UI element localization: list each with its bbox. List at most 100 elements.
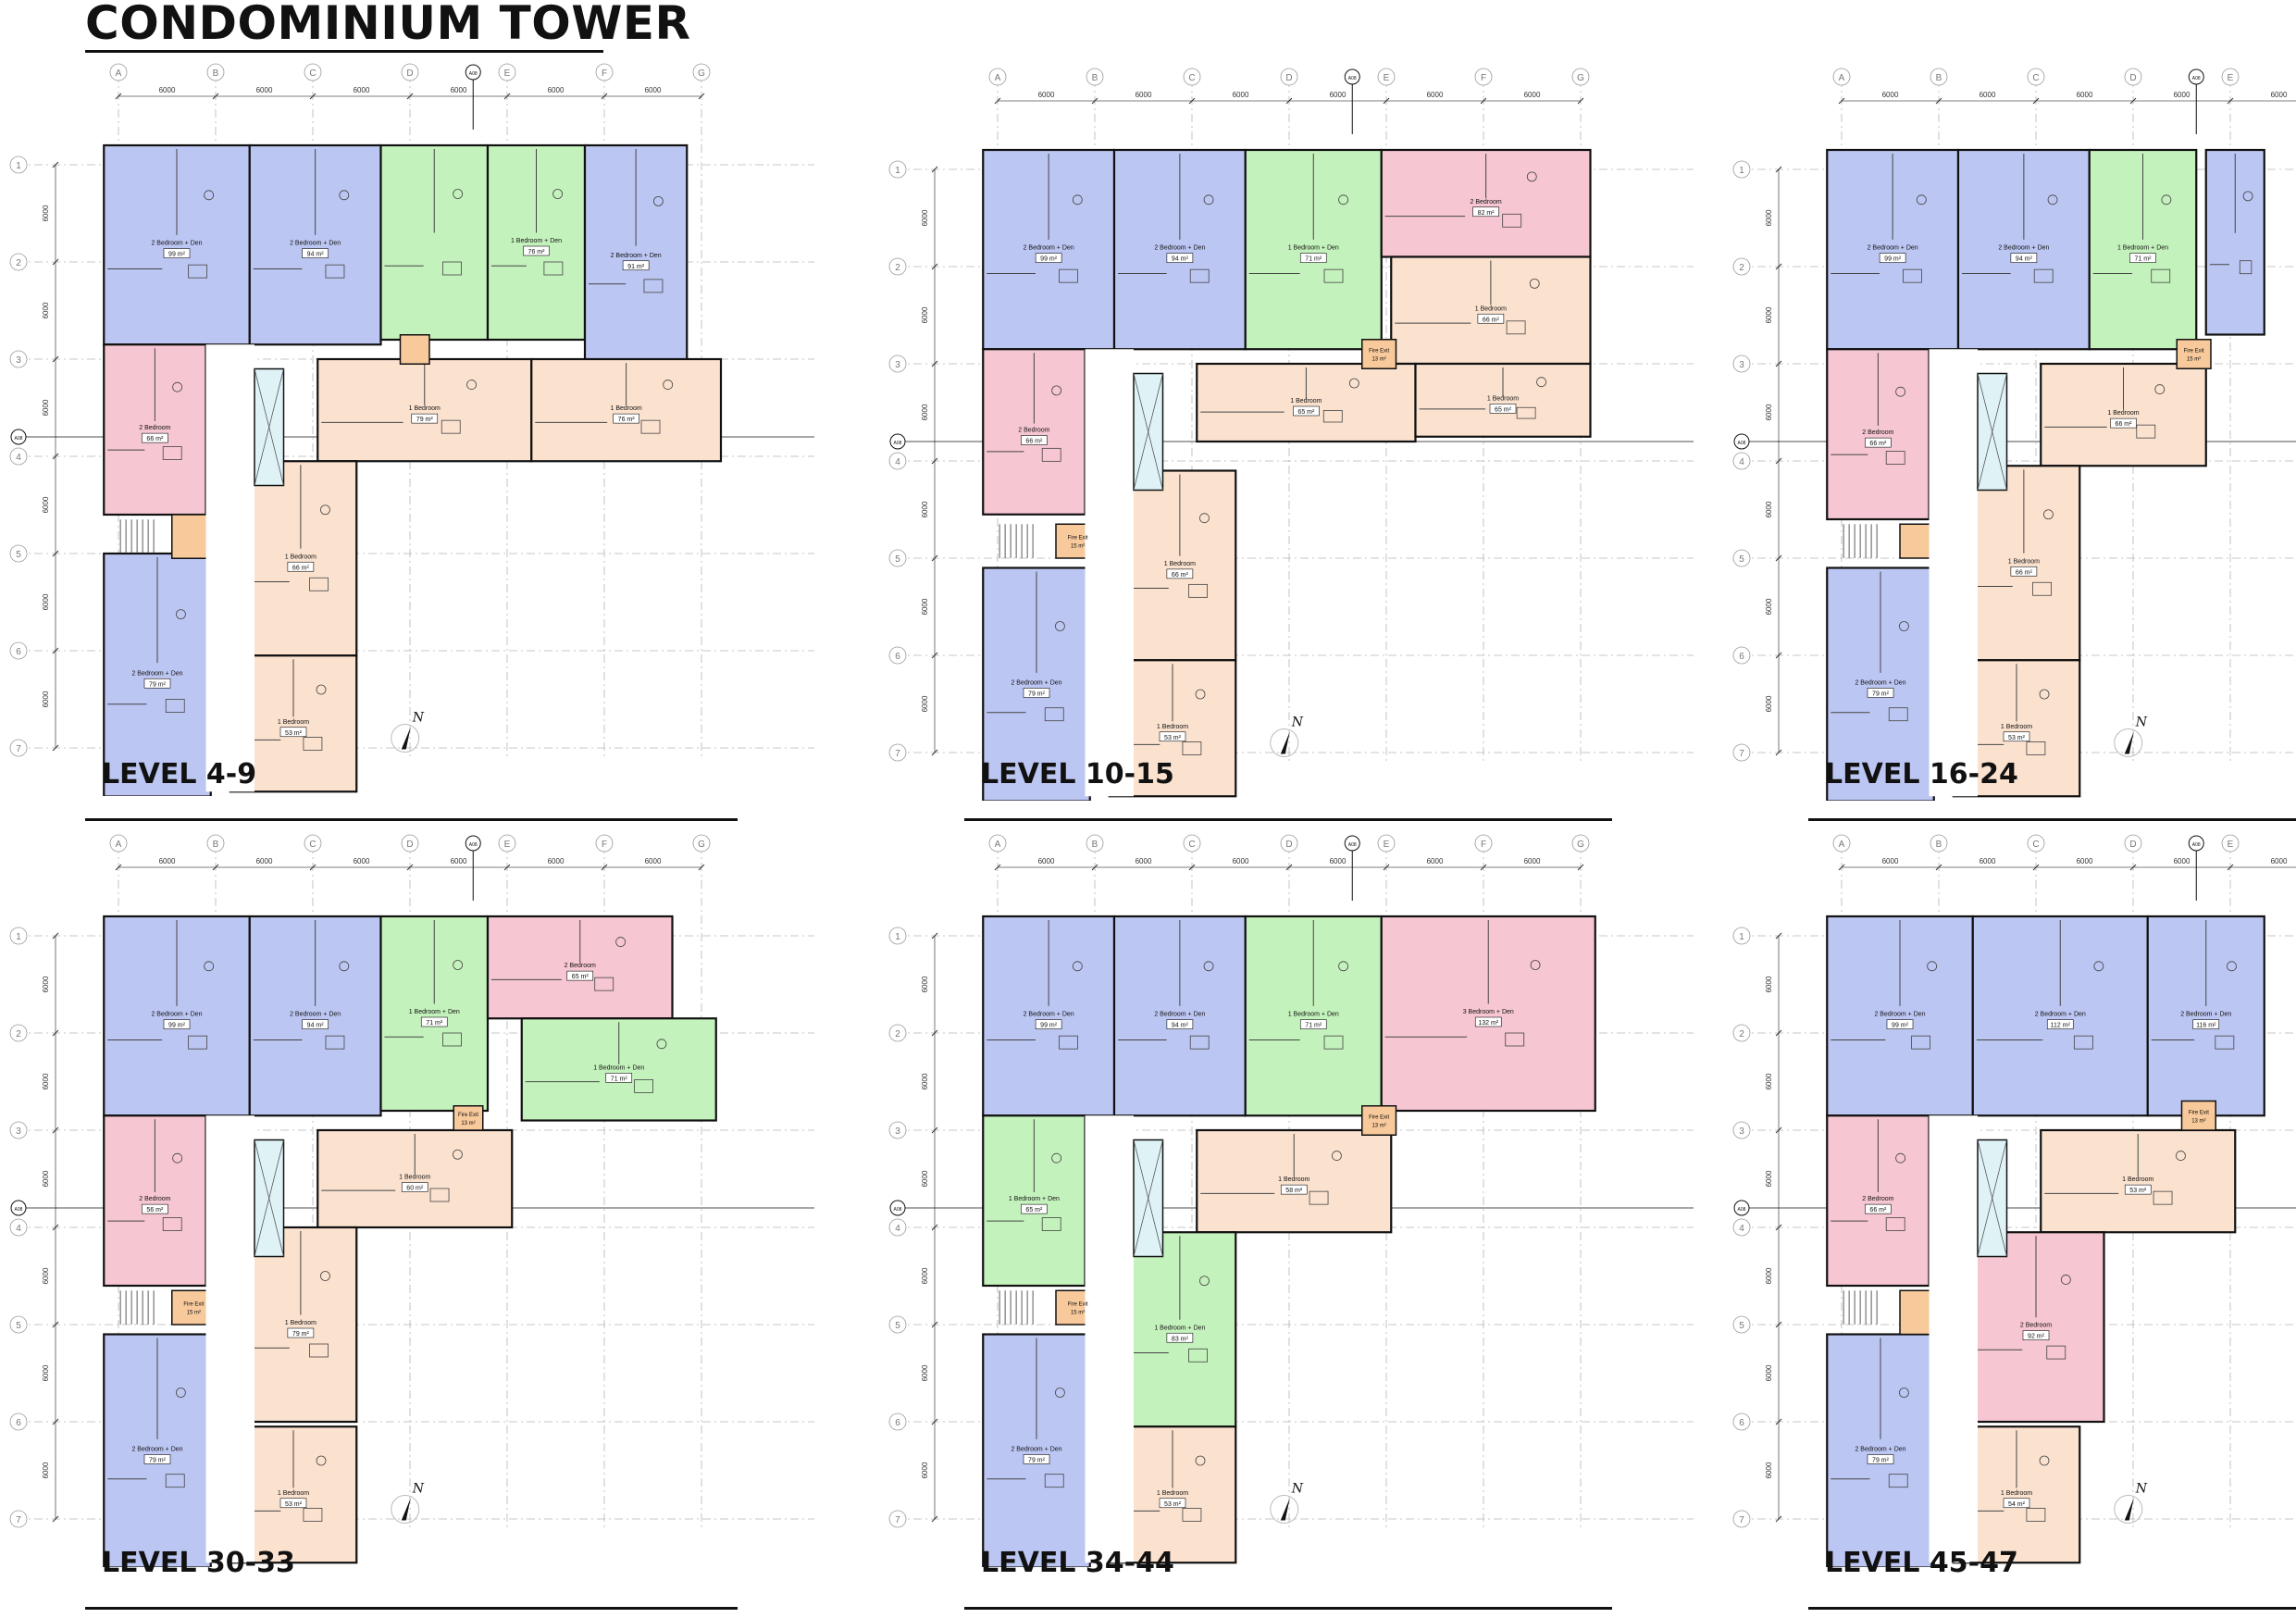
fire-exit-area-value: 13 m² <box>461 1121 475 1126</box>
grid-bubble <box>9 739 28 757</box>
dining-table <box>176 1388 186 1398</box>
dining-table <box>320 504 330 516</box>
corridor <box>205 1115 254 1563</box>
grid-row-label: 6 <box>895 652 900 662</box>
level-underline <box>1808 818 2296 821</box>
unit-area: 99 m² <box>168 252 186 258</box>
unit-area: 53 m² <box>1164 1501 1182 1508</box>
dimension-tick <box>931 1321 938 1328</box>
grid-bubble <box>9 156 28 174</box>
unit-area: 65 m² <box>572 974 590 980</box>
unit-area: 94 m² <box>1172 256 1189 263</box>
elevator-cross <box>1133 373 1163 491</box>
dimension-tick <box>1775 932 1782 940</box>
dining-table <box>1203 961 1214 972</box>
units-layer <box>1826 915 2265 1567</box>
level-label: LEVEL 4-9 <box>102 758 257 790</box>
north-arrow: N <box>2114 1482 2148 1524</box>
unit-area: 76 m² <box>618 417 636 423</box>
dining-table <box>1203 194 1214 205</box>
grid-bubble <box>2027 68 2045 86</box>
grid-column-label: E <box>1384 73 1390 83</box>
dining-table <box>615 937 627 947</box>
dining-table <box>316 1455 327 1466</box>
dining-table <box>1895 386 1906 397</box>
unit-area-box <box>523 245 550 256</box>
grid-row-label: 5 <box>16 550 21 560</box>
dining-table <box>2043 509 2054 520</box>
dining-table <box>1195 689 1206 700</box>
dimension-label: 6000 <box>1765 1170 1773 1187</box>
grid-bubble <box>595 63 614 81</box>
dimension-label: 6000 <box>921 209 929 226</box>
unit-area-box <box>1166 568 1194 579</box>
dimension-label: 6000 <box>1980 857 1996 865</box>
unit-area: 71 m² <box>426 1020 443 1027</box>
unit-area-box <box>1021 435 1048 445</box>
unit-name: 2 Bedroom <box>2020 1323 2052 1329</box>
dimension-label: 6000 <box>159 86 176 94</box>
dimension-label: 6000 <box>1427 91 1444 99</box>
dimension-label: 6000 <box>42 1462 50 1478</box>
unit-area-box <box>143 678 171 689</box>
grid-column-label: C <box>2032 73 2039 83</box>
dimension-tick <box>503 93 511 100</box>
unit-name: 2 Bedroom + Den <box>1855 1447 1905 1453</box>
grid-row-label: 7 <box>1739 1515 1744 1525</box>
unit-name: 1 Bedroom <box>409 405 441 412</box>
units-layer <box>982 915 1596 1567</box>
dimension-label: 6000 <box>2077 857 2093 865</box>
fire-exit-area-value: 13 m² <box>1371 1124 1385 1129</box>
corridor <box>1929 1115 1978 1563</box>
unit-name: 2 Bedroom + Den <box>2180 1012 2231 1018</box>
fire-exit-area <box>453 1105 484 1131</box>
grid-row-label: 6 <box>16 647 21 657</box>
dimension-tick <box>1188 97 1196 105</box>
dimension-tick <box>1775 1321 1782 1328</box>
bathroom-fixture <box>634 1078 653 1093</box>
grid-bubble <box>888 355 907 373</box>
dimension-tick <box>212 864 219 871</box>
building-core <box>119 1115 285 1563</box>
dimension-tick <box>931 652 938 659</box>
unit-name: 1 Bedroom + Den <box>1009 1196 1060 1202</box>
bathroom-fixture <box>303 737 323 751</box>
dimension-tick <box>698 864 705 871</box>
floor-plan-drawing: A6000B6000C6000D6000E6000F6000G160002600… <box>1732 834 2296 1567</box>
fire-exit-name: Fire Exit <box>1369 349 1389 355</box>
unit-area-box <box>2192 1019 2220 1029</box>
dining-table <box>1051 385 1062 396</box>
grid-column-label: B <box>1936 73 1942 83</box>
dimension-tick <box>931 166 938 173</box>
bathroom-fixture <box>643 279 664 293</box>
grid-column-label: E <box>504 840 511 850</box>
bathroom-fixture <box>1041 447 1061 462</box>
grid-row-label: 2 <box>895 1029 900 1039</box>
level-marker-label: A08 <box>1738 441 1746 446</box>
unit-name: 2 Bedroom + Den <box>290 1012 341 1018</box>
grid-bubble <box>401 63 419 81</box>
dimension-tick <box>994 864 1001 871</box>
unit-area: 79 m² <box>1872 1458 1890 1464</box>
bathroom-fixture <box>2153 1190 2173 1205</box>
unit-area-box <box>2046 1019 2074 1029</box>
dining-table <box>1530 960 1541 970</box>
grid-bubble <box>1732 743 1751 762</box>
dimension-tick <box>309 93 316 100</box>
grid-bubble <box>1732 1121 1751 1139</box>
corridor <box>1085 1115 1134 1563</box>
grid-bubble <box>692 834 711 853</box>
dimension-tick <box>115 93 122 100</box>
grid-bubble <box>1086 834 1104 853</box>
level-underline <box>85 818 738 821</box>
corridor <box>1085 349 1134 797</box>
fire-exit-name: Fire Exit <box>183 1302 204 1308</box>
unit-one-bed <box>316 1128 514 1229</box>
bathroom-fixture <box>2026 1508 2046 1522</box>
dimension-label: 6000 <box>42 399 50 416</box>
grid-bubble <box>1474 834 1493 853</box>
dimension-tick <box>1188 864 1196 871</box>
dimension-tick <box>931 1418 938 1425</box>
dimension-label: 6000 <box>921 598 929 615</box>
level-underline <box>85 1607 738 1610</box>
